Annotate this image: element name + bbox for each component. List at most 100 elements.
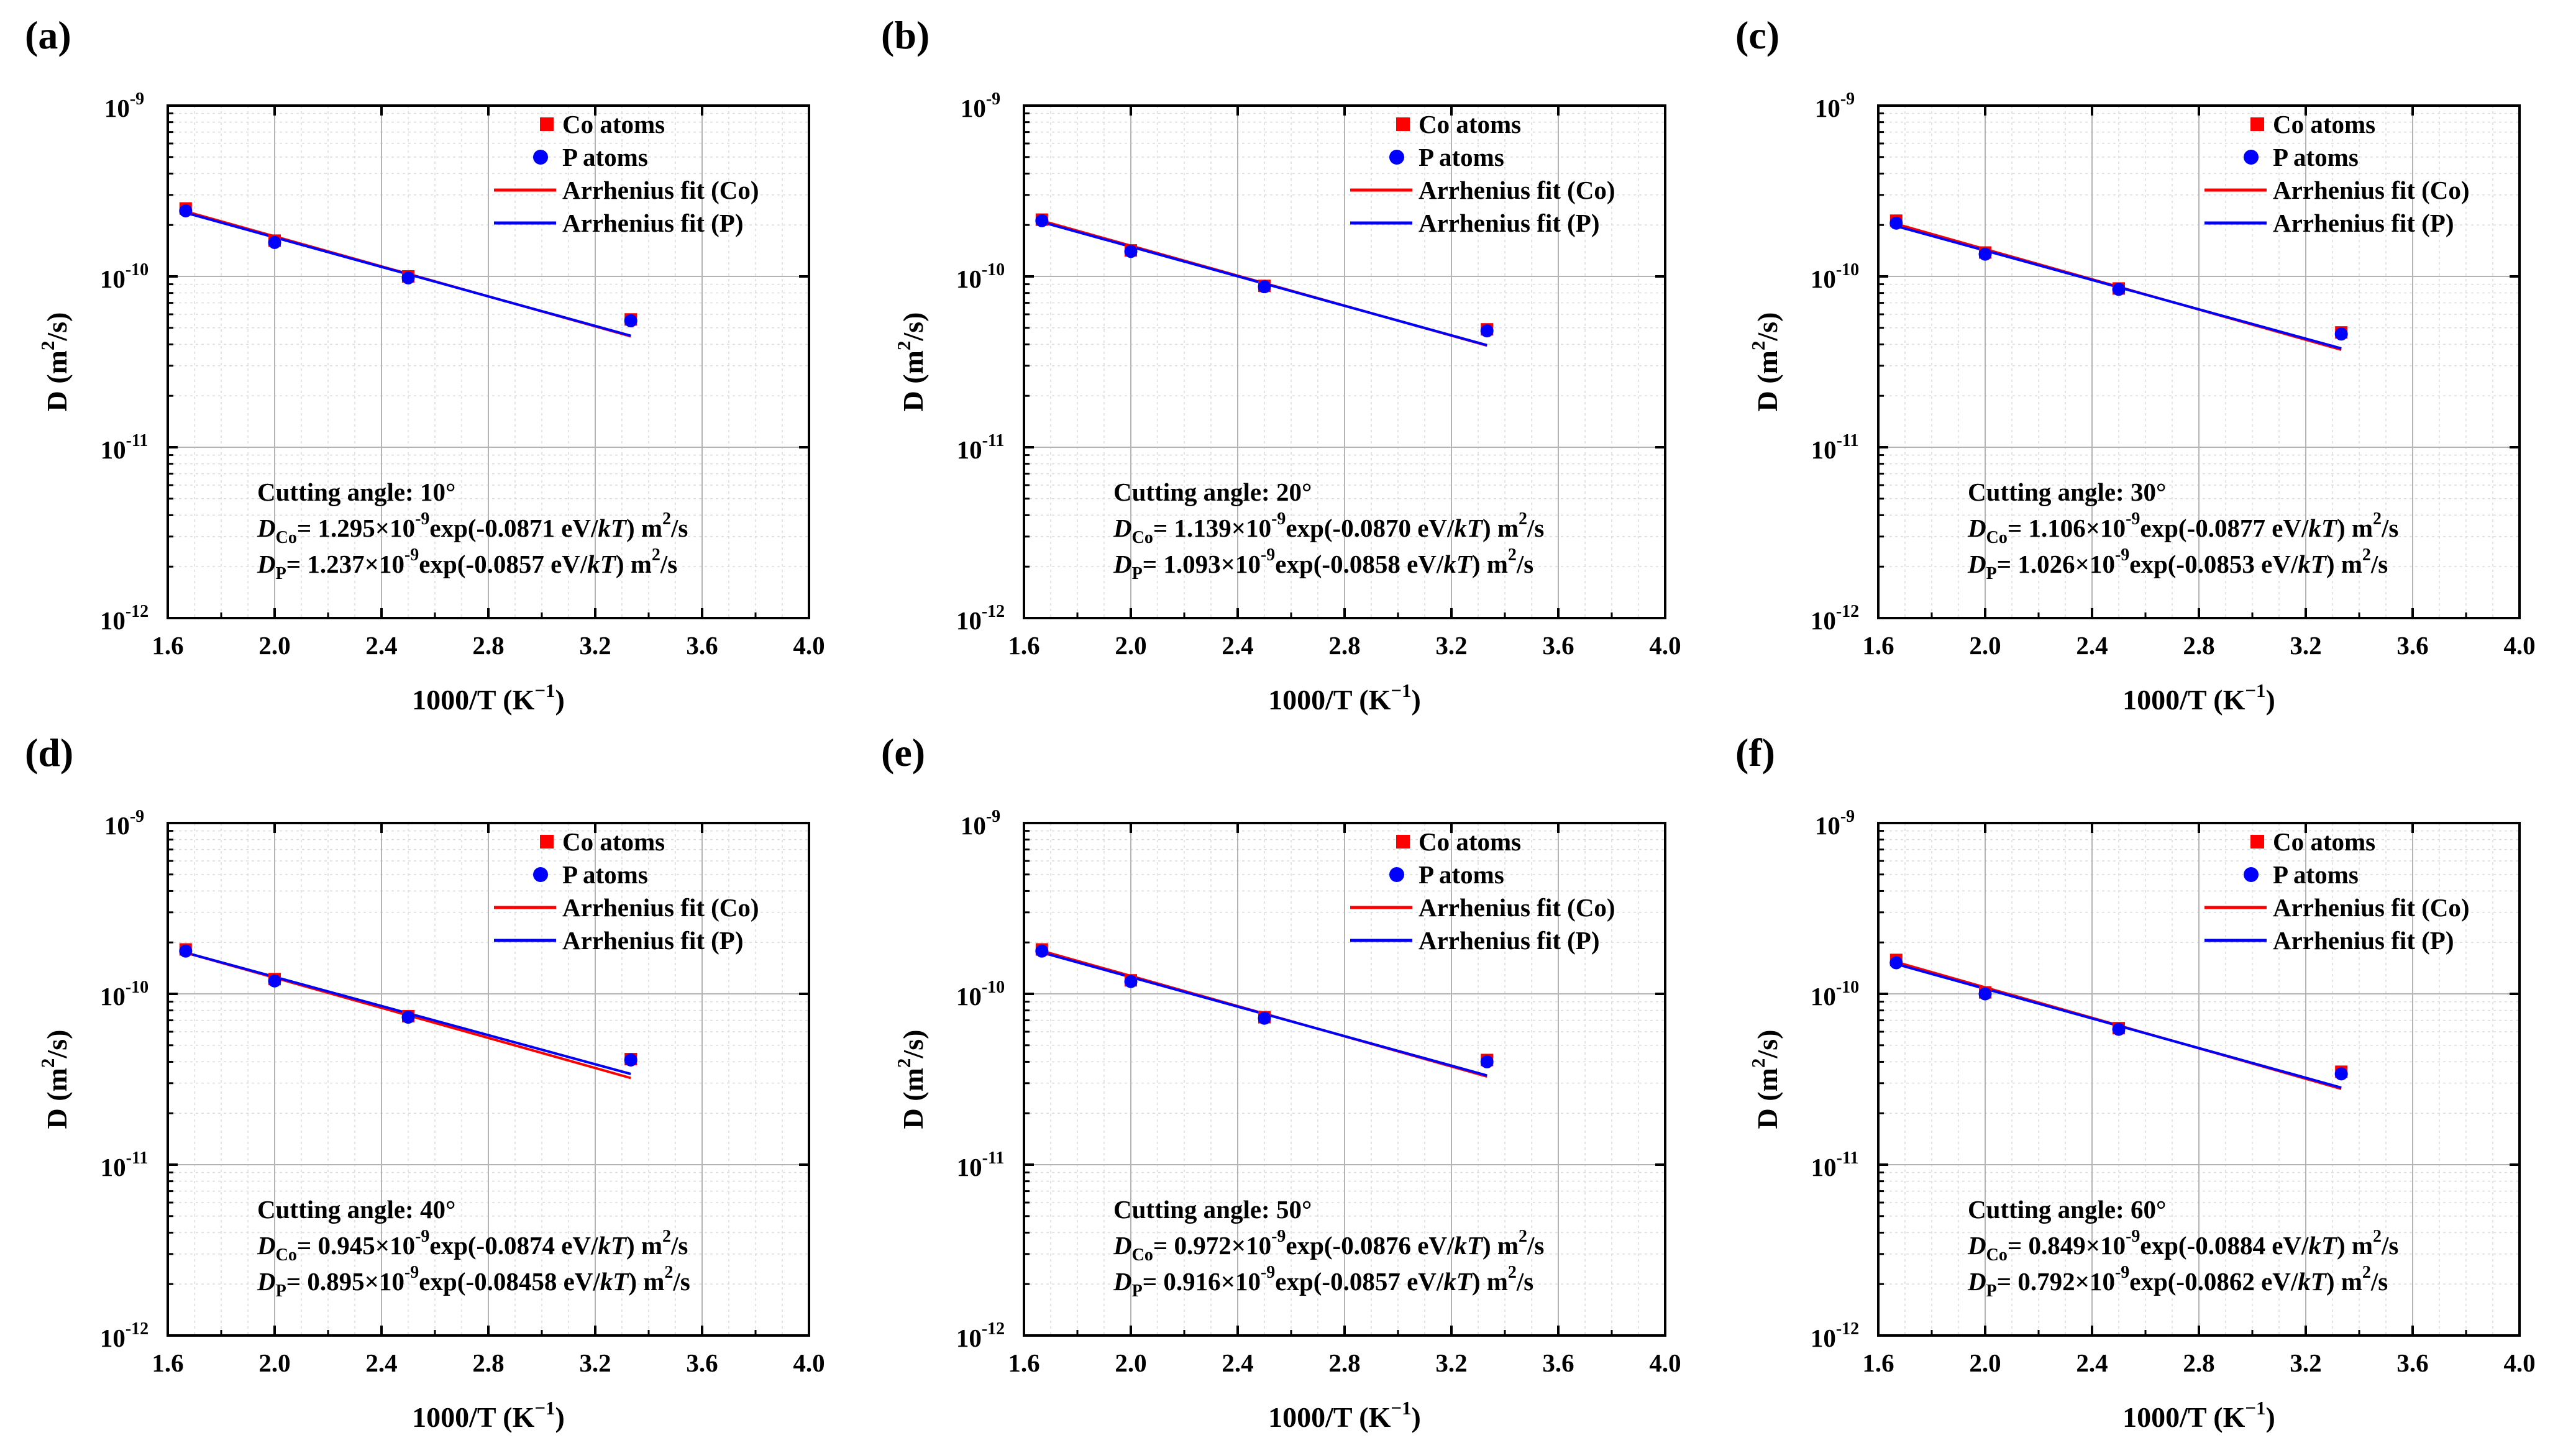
legend-p-marker — [533, 150, 548, 165]
annotation-equation-co: DCo= 0.849×10-9exp(-0.0884 eV/kT) m2/s — [1967, 1227, 2398, 1265]
x-tick-label: 2.4 — [2076, 1349, 2108, 1377]
legend-p-label: P atoms — [2273, 860, 2359, 889]
legend-fit-p-label: Arrhenius fit (P) — [1419, 209, 1600, 237]
annotation-equation-co: DCo= 1.139×10-9exp(-0.0870 eV/kT) m2/s — [1113, 509, 1544, 547]
y-tick-label: 10-10 — [1811, 978, 1859, 1011]
x-axis-label: 1000/T (K−1) — [412, 680, 565, 716]
chart-panel-c: 1.6 2.0 2.4 2.8 3.2 3.6 4.0 10-12 10-11 10-10 10-9… — [1735, 13, 2536, 716]
p-data-point — [1258, 280, 1271, 294]
annotation-equation-p: DP= 0.792×10-9exp(-0.0862 eV/kT) m2/s — [1967, 1263, 2388, 1301]
p-data-point — [179, 204, 193, 217]
y-tick-label: 10-12 — [1811, 1319, 1859, 1352]
y-tick-label: 10-10 — [956, 978, 1005, 1011]
x-tick-label: 1.6 — [1008, 631, 1039, 660]
x-tick-label: 3.2 — [1435, 631, 1467, 660]
p-data-point — [1889, 216, 1903, 230]
panel-label: (e) — [881, 730, 925, 775]
p-data-point — [1035, 214, 1049, 227]
legend-co-label: Co atoms — [1419, 827, 1521, 856]
legend-fit-co-label: Arrhenius fit (Co) — [2273, 176, 2470, 204]
chart-panel-b: 1.6 2.0 2.4 2.8 3.2 3.6 4.0 10-12 10-11 10-10 10-9… — [881, 13, 1681, 716]
x-tick-label: 3.6 — [686, 1349, 718, 1377]
legend-p-label: P atoms — [562, 860, 648, 889]
p-data-point — [2334, 1067, 2348, 1081]
annotation-equation-co: DCo= 1.106×10-9exp(-0.0877 eV/kT) m2/s — [1967, 509, 2398, 547]
legend-co-label: Co atoms — [2273, 827, 2375, 856]
annotation-equation-p: DP= 1.026×10-9exp(-0.0853 eV/kT) m2/s — [1967, 545, 2388, 583]
x-tick-label: 3.6 — [2396, 631, 2428, 660]
x-tick-label: 2.0 — [1969, 631, 2001, 660]
x-tick-label: 2.0 — [1115, 631, 1146, 660]
legend-fit-p-label: Arrhenius fit (P) — [2273, 209, 2454, 237]
p-data-point — [268, 235, 281, 249]
x-tick-label: 2.0 — [1115, 1349, 1146, 1377]
x-tick-label: 1.6 — [1008, 1349, 1039, 1377]
x-tick-label: 3.2 — [579, 631, 611, 660]
p-data-point — [1889, 956, 1903, 970]
y-axis-label: D (m2/s) — [893, 1030, 929, 1129]
y-tick-label: 10-12 — [956, 1319, 1005, 1352]
annotation-equation-p: DP= 1.237×10-9exp(-0.0857 eV/kT) m2/s — [257, 545, 677, 583]
annotation-equation-co: DCo= 1.295×10-9exp(-0.0871 eV/kT) m2/s — [257, 509, 688, 547]
panel-label: (a) — [25, 13, 71, 57]
p-data-point — [2112, 1022, 2126, 1036]
legend-fit-co-label: Arrhenius fit (Co) — [562, 176, 759, 204]
panel-label: (c) — [1735, 13, 1779, 57]
annotation-cutting-angle: Cutting angle: 20° — [1113, 478, 1312, 506]
p-data-point — [624, 1053, 637, 1067]
annotation-equation-p: DP= 0.895×10-9exp(-0.08458 eV/kT) m2/s — [257, 1263, 690, 1301]
y-tick-label: 10-11 — [101, 1149, 148, 1181]
y-tick-label: 10-11 — [957, 431, 1005, 464]
annotation-cutting-angle: Cutting angle: 50° — [1113, 1195, 1312, 1224]
x-axis-label: 1000/T (K−1) — [2122, 680, 2275, 716]
chart-panel-d: 1.6 2.0 2.4 2.8 3.2 3.6 4.0 10-12 10-11 10-10 10-9… — [25, 730, 825, 1433]
y-tick-label: 10-9 — [1815, 807, 1855, 840]
y-tick-label: 10-9 — [1815, 89, 1855, 122]
y-tick-label: 10-10 — [1811, 260, 1859, 293]
x-tick-label: 3.2 — [2290, 631, 2321, 660]
x-tick-label: 2.0 — [258, 1349, 290, 1377]
x-tick-label: 3.6 — [2396, 1349, 2428, 1377]
annotation-equation-co: DCo= 0.972×10-9exp(-0.0876 eV/kT) m2/s — [1113, 1227, 1544, 1265]
p-data-point — [1480, 324, 1494, 338]
x-tick-label: 2.8 — [472, 1349, 504, 1377]
legend-co-label: Co atoms — [562, 110, 665, 139]
annotation-cutting-angle: Cutting angle: 10° — [257, 478, 455, 506]
y-axis-label: D (m2/s) — [37, 1030, 73, 1129]
annotation-cutting-angle: Cutting angle: 40° — [257, 1195, 455, 1224]
x-tick-label: 4.0 — [1649, 631, 1681, 660]
x-tick-label: 4.0 — [2503, 631, 2535, 660]
x-axis-label: 1000/T (K−1) — [412, 1397, 565, 1433]
panel-label: (f) — [1735, 730, 1775, 775]
x-tick-label: 2.8 — [472, 631, 504, 660]
x-tick-label: 3.6 — [1542, 1349, 1574, 1377]
x-tick-label: 3.6 — [686, 631, 718, 660]
panel-label: (d) — [25, 730, 73, 775]
legend-fit-co-label: Arrhenius fit (Co) — [1419, 893, 1615, 922]
legend-p-marker — [2244, 867, 2259, 882]
x-tick-label: 2.4 — [365, 1349, 397, 1377]
legend-fit-p-label: Arrhenius fit (P) — [562, 209, 744, 237]
annotation-equation-p: DP= 1.093×10-9exp(-0.0858 eV/kT) m2/s — [1113, 545, 1533, 583]
x-tick-label: 2.4 — [1222, 631, 1253, 660]
chart-panel-a: 1.6 2.0 2.4 2.8 3.2 3.6 4.0 10-12 10-11 10-10 10-9… — [25, 13, 825, 716]
legend-fit-co-label: Arrhenius fit (Co) — [562, 893, 759, 922]
legend-fit-p-label: Arrhenius fit (P) — [2273, 926, 2454, 955]
x-tick-label: 4.0 — [2503, 1349, 2535, 1377]
legend-fit-co-label: Arrhenius fit (Co) — [1419, 176, 1615, 204]
y-tick-label: 10-11 — [1811, 1149, 1859, 1181]
p-data-point — [401, 271, 415, 284]
legend-fit-co-label: Arrhenius fit (Co) — [2273, 893, 2470, 922]
legend-p-label: P atoms — [2273, 143, 2359, 171]
legend-fit-p-label: Arrhenius fit (P) — [562, 926, 744, 955]
legend-p-label: P atoms — [562, 143, 648, 171]
x-tick-label: 2.8 — [2183, 631, 2214, 660]
x-tick-label: 2.0 — [258, 631, 290, 660]
x-tick-label: 1.6 — [152, 1349, 183, 1377]
x-axis-label: 1000/T (K−1) — [2122, 1397, 2275, 1433]
x-tick-label: 2.0 — [1969, 1349, 2001, 1377]
legend-co-label: Co atoms — [562, 827, 665, 856]
x-tick-label: 2.4 — [365, 631, 397, 660]
legend-p-marker — [1389, 150, 1404, 165]
